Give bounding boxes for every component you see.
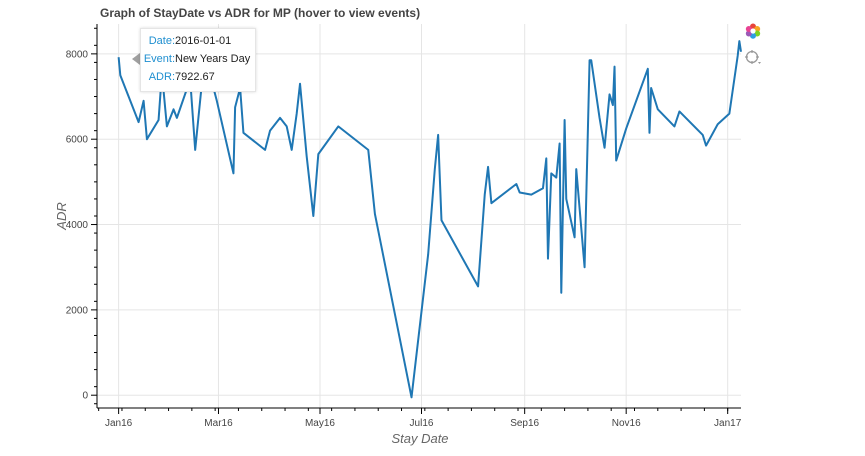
x-tick-label: Jul16	[410, 418, 434, 429]
logo-graphic	[745, 23, 761, 39]
chart-title: Graph of StayDate vs ADR for MP (hover t…	[100, 6, 420, 20]
tooltip-date-value: 2016-01-01	[175, 35, 232, 47]
y-tick-label: 4000	[66, 220, 89, 231]
x-ticks: Jan16 Mar16 May16 Jul16 Sep16 Nov16 Jan17	[98, 408, 742, 429]
y-tick-label: 0	[82, 391, 88, 402]
bokeh-logo-icon[interactable]	[744, 22, 762, 40]
tooltip-adr-label: ADR:	[148, 71, 175, 83]
x-tick-label: May16	[305, 418, 335, 429]
tooltip-adr-row: ADR:7922.67	[141, 71, 255, 83]
hover-graphic	[745, 50, 761, 64]
grid	[97, 24, 741, 408]
x-tick-label: Sep16	[510, 418, 539, 429]
tooltip-pointer	[132, 53, 140, 65]
y-ticks: 0 2000 4000 6000 8000	[66, 27, 97, 405]
series	[117, 40, 742, 399]
x-tick-label: Nov16	[612, 418, 641, 429]
y-tick-label: 6000	[66, 135, 89, 146]
x-tick-label: Mar16	[204, 418, 233, 429]
x-tick-label: Jan17	[714, 418, 742, 429]
y-tick-label: 8000	[66, 49, 89, 60]
x-axis-label: Stay Date	[391, 431, 448, 446]
y-tick-label: 2000	[66, 305, 89, 316]
adr-series-line[interactable]	[117, 40, 742, 399]
y-axis-label: ADR	[54, 202, 69, 230]
hover-tool-icon[interactable]	[744, 49, 762, 67]
tooltip-event-row: Event:New Years Day	[141, 53, 255, 65]
tooltip-event-value: New Years Day	[175, 53, 251, 65]
hover-tooltip: Date:2016-01-01 Event:New Years Day ADR:…	[140, 28, 256, 92]
tooltip-adr-value: 7922.67	[175, 71, 215, 83]
tooltip-event-label: Event:	[143, 53, 175, 65]
x-tick-label: Jan16	[105, 418, 133, 429]
tooltip-date-label: Date:	[148, 35, 175, 47]
tooltip-date-row: Date:2016-01-01	[141, 35, 255, 47]
